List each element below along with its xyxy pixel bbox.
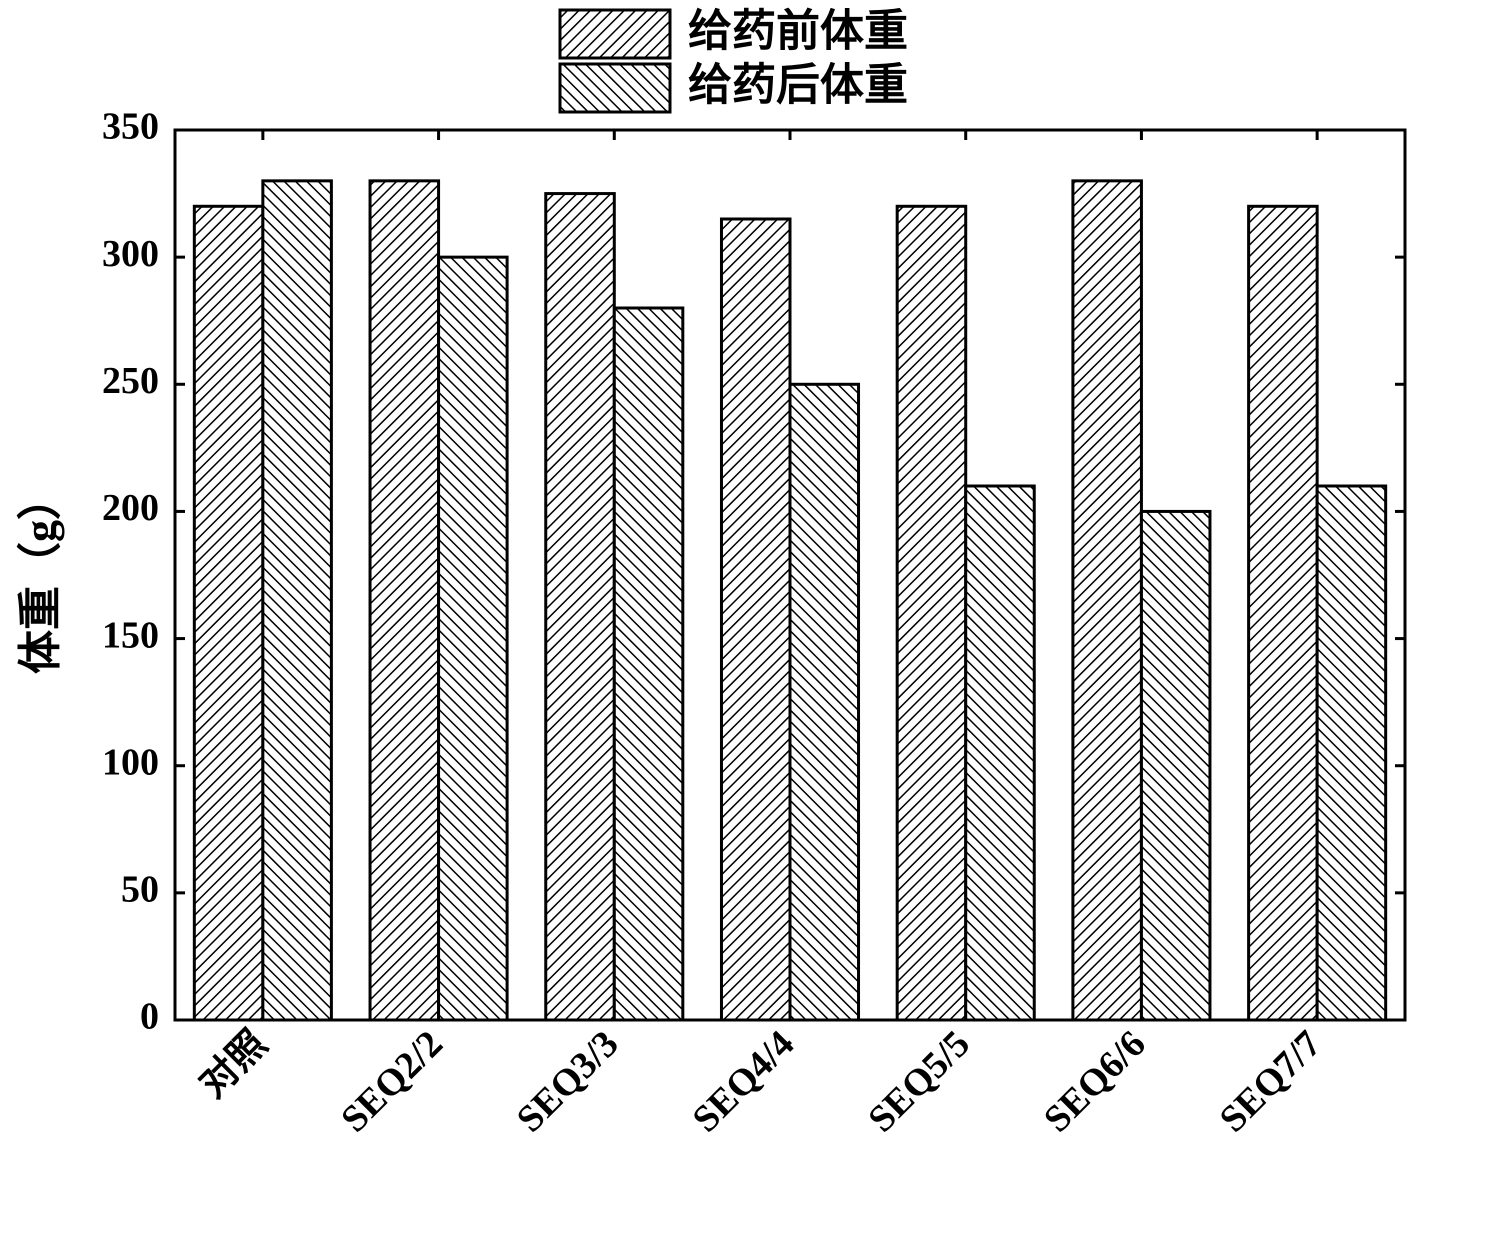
x-tick-label: SEQ4/4 bbox=[685, 1023, 803, 1141]
legend-label: 给药前体重 bbox=[688, 7, 908, 56]
y-tick-label: 250 bbox=[102, 360, 159, 402]
y-tick-label: 300 bbox=[102, 233, 159, 275]
x-tick-label: SEQ7/7 bbox=[1212, 1023, 1330, 1141]
x-tick-label: SEQ2/2 bbox=[333, 1023, 451, 1141]
bar-chart: 0 50 100 150 200 250 300 350 体重（g） 对照 SEQ2/2 SEQ3/3… bbox=[0, 0, 1493, 1243]
y-tick-label: 350 bbox=[102, 106, 159, 148]
y-axis-label: 体重（g） bbox=[16, 476, 65, 674]
x-tick-label: 对照 bbox=[192, 1023, 275, 1106]
y-tick-label: 150 bbox=[102, 614, 159, 656]
y-tick-label: 50 bbox=[121, 869, 159, 911]
x-tick-label: SEQ6/6 bbox=[1036, 1023, 1154, 1141]
bar bbox=[966, 486, 1035, 1020]
y-tick-label: 200 bbox=[102, 487, 159, 529]
bar bbox=[370, 181, 439, 1020]
bar bbox=[790, 384, 859, 1020]
bar bbox=[1141, 511, 1210, 1020]
bar bbox=[897, 206, 966, 1020]
x-tick-label: SEQ3/3 bbox=[509, 1023, 627, 1141]
bar bbox=[546, 194, 615, 1020]
bar bbox=[614, 308, 683, 1020]
legend-label: 给药后体重 bbox=[688, 61, 908, 110]
bar bbox=[439, 257, 508, 1020]
chart-container: 0 50 100 150 200 250 300 350 体重（g） 对照 SEQ2/2 SEQ3/3… bbox=[0, 0, 1493, 1243]
bar bbox=[1249, 206, 1318, 1020]
legend-swatch bbox=[560, 10, 670, 58]
bar bbox=[721, 219, 790, 1020]
bar bbox=[263, 181, 332, 1020]
bar bbox=[1317, 486, 1386, 1020]
y-tick-label: 100 bbox=[102, 741, 159, 783]
bar bbox=[194, 206, 263, 1020]
bar bbox=[1073, 181, 1142, 1020]
y-tick-label: 0 bbox=[140, 996, 159, 1038]
x-tick-label: SEQ5/5 bbox=[860, 1023, 978, 1141]
legend-swatch bbox=[560, 64, 670, 112]
